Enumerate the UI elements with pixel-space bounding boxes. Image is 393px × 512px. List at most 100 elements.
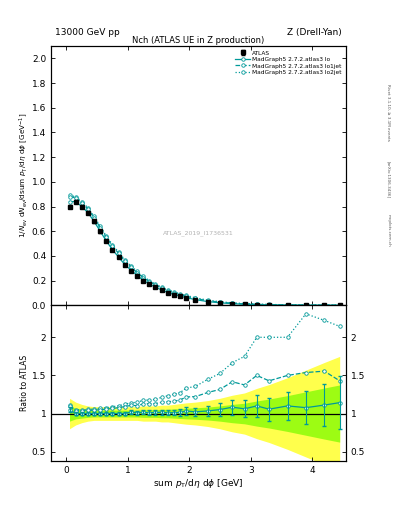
MadGraph5 2.7.2.atlas3 lo: [73, 199, 78, 205]
MadGraph5 2.7.2.atlas3 lo1jet: [116, 250, 121, 257]
MadGraph5 2.7.2.atlas3 lo1jet: [165, 288, 170, 294]
MadGraph5 2.7.2.atlas3 lo: [230, 301, 235, 307]
MadGraph5 2.7.2.atlas3 lo1jet: [337, 302, 342, 308]
MadGraph5 2.7.2.atlas3 lo2jet: [193, 295, 198, 301]
MadGraph5 2.7.2.atlas3 lo1jet: [303, 302, 308, 308]
MadGraph5 2.7.2.atlas3 lo2jet: [104, 233, 109, 239]
MadGraph5 2.7.2.atlas3 lo2jet: [337, 302, 342, 308]
MadGraph5 2.7.2.atlas3 lo2jet: [86, 205, 90, 211]
MadGraph5 2.7.2.atlas3 lo2jet: [141, 273, 145, 280]
MadGraph5 2.7.2.atlas3 lo: [205, 298, 210, 305]
MadGraph5 2.7.2.atlas3 lo1jet: [159, 285, 164, 291]
MadGraph5 2.7.2.atlas3 lo2jet: [254, 301, 259, 307]
MadGraph5 2.7.2.atlas3 lo1jet: [110, 243, 115, 249]
MadGraph5 2.7.2.atlas3 lo1jet: [218, 299, 222, 305]
MadGraph5 2.7.2.atlas3 lo2jet: [92, 214, 96, 220]
MadGraph5 2.7.2.atlas3 lo: [79, 203, 84, 209]
MadGraph5 2.7.2.atlas3 lo: [147, 281, 152, 287]
MadGraph5 2.7.2.atlas3 lo1jet: [172, 290, 176, 296]
MadGraph5 2.7.2.atlas3 lo2jet: [67, 193, 72, 199]
MadGraph5 2.7.2.atlas3 lo: [178, 293, 182, 299]
MadGraph5 2.7.2.atlas3 lo2jet: [129, 263, 133, 269]
MadGraph5 2.7.2.atlas3 lo2jet: [123, 257, 127, 263]
MadGraph5 2.7.2.atlas3 lo: [242, 301, 247, 307]
Text: 13000 GeV pp: 13000 GeV pp: [55, 28, 120, 37]
MadGraph5 2.7.2.atlas3 lo: [254, 302, 259, 308]
MadGraph5 2.7.2.atlas3 lo1jet: [285, 302, 290, 308]
MadGraph5 2.7.2.atlas3 lo: [303, 302, 308, 308]
MadGraph5 2.7.2.atlas3 lo2jet: [230, 300, 235, 306]
MadGraph5 2.7.2.atlas3 lo: [218, 300, 222, 306]
MadGraph5 2.7.2.atlas3 lo1jet: [205, 297, 210, 304]
MadGraph5 2.7.2.atlas3 lo1jet: [79, 200, 84, 206]
MadGraph5 2.7.2.atlas3 lo: [322, 302, 327, 308]
MadGraph5 2.7.2.atlas3 lo1jet: [147, 279, 152, 285]
MadGraph5 2.7.2.atlas3 lo2jet: [303, 302, 308, 308]
MadGraph5 2.7.2.atlas3 lo2jet: [73, 194, 78, 200]
MadGraph5 2.7.2.atlas3 lo: [267, 302, 272, 308]
MadGraph5 2.7.2.atlas3 lo: [159, 287, 164, 293]
MadGraph5 2.7.2.atlas3 lo2jet: [147, 278, 152, 284]
MadGraph5 2.7.2.atlas3 lo1jet: [230, 300, 235, 306]
MadGraph5 2.7.2.atlas3 lo1jet: [141, 274, 145, 281]
MadGraph5 2.7.2.atlas3 lo1jet: [104, 234, 109, 241]
MadGraph5 2.7.2.atlas3 lo2jet: [135, 268, 140, 274]
MadGraph5 2.7.2.atlas3 lo2jet: [159, 284, 164, 290]
MadGraph5 2.7.2.atlas3 lo2jet: [165, 287, 170, 293]
MadGraph5 2.7.2.atlas3 lo1jet: [184, 293, 189, 300]
MadGraph5 2.7.2.atlas3 lo2jet: [153, 281, 158, 287]
MadGraph5 2.7.2.atlas3 lo1jet: [67, 194, 72, 200]
Y-axis label: $1/N_\mathrm{ev}$ d$N_\mathrm{ev}$/dsum $p_\mathrm{T}$/d$\eta$ d$\phi$ [GeV$^{-1: $1/N_\mathrm{ev}$ d$N_\mathrm{ev}$/dsum …: [18, 113, 31, 239]
MadGraph5 2.7.2.atlas3 lo2jet: [172, 289, 176, 295]
MadGraph5 2.7.2.atlas3 lo2jet: [322, 302, 327, 308]
MadGraph5 2.7.2.atlas3 lo: [153, 284, 158, 290]
MadGraph5 2.7.2.atlas3 lo1jet: [73, 195, 78, 201]
Line: MadGraph5 2.7.2.atlas3 lo2jet: MadGraph5 2.7.2.atlas3 lo2jet: [68, 194, 342, 307]
Line: MadGraph5 2.7.2.atlas3 lo1jet: MadGraph5 2.7.2.atlas3 lo1jet: [68, 195, 342, 307]
MadGraph5 2.7.2.atlas3 lo1jet: [153, 282, 158, 288]
MadGraph5 2.7.2.atlas3 lo: [165, 289, 170, 295]
MadGraph5 2.7.2.atlas3 lo: [135, 272, 140, 279]
MadGraph5 2.7.2.atlas3 lo1jet: [86, 206, 90, 212]
MadGraph5 2.7.2.atlas3 lo: [141, 277, 145, 283]
MadGraph5 2.7.2.atlas3 lo: [123, 262, 127, 268]
MadGraph5 2.7.2.atlas3 lo: [98, 228, 103, 234]
Y-axis label: Ratio to ATLAS: Ratio to ATLAS: [20, 355, 29, 411]
MadGraph5 2.7.2.atlas3 lo: [193, 296, 198, 303]
MadGraph5 2.7.2.atlas3 lo2jet: [285, 302, 290, 308]
MadGraph5 2.7.2.atlas3 lo: [172, 291, 176, 297]
MadGraph5 2.7.2.atlas3 lo1jet: [254, 301, 259, 307]
Text: Rivet 3.1.10, ≥ 3.1M events: Rivet 3.1.10, ≥ 3.1M events: [386, 84, 390, 141]
Text: mcplots.cern.ch: mcplots.cern.ch: [386, 214, 390, 247]
MadGraph5 2.7.2.atlas3 lo1jet: [98, 224, 103, 230]
MadGraph5 2.7.2.atlas3 lo: [67, 199, 72, 205]
MadGraph5 2.7.2.atlas3 lo2jet: [178, 291, 182, 297]
MadGraph5 2.7.2.atlas3 lo: [104, 238, 109, 244]
MadGraph5 2.7.2.atlas3 lo: [110, 247, 115, 253]
Text: ATLAS_2019_I1736531: ATLAS_2019_I1736531: [163, 230, 234, 236]
Text: Z (Drell-Yan): Z (Drell-Yan): [287, 28, 342, 37]
MadGraph5 2.7.2.atlas3 lo2jet: [79, 199, 84, 205]
MadGraph5 2.7.2.atlas3 lo2jet: [267, 302, 272, 308]
MadGraph5 2.7.2.atlas3 lo1jet: [322, 302, 327, 308]
MadGraph5 2.7.2.atlas3 lo1jet: [193, 295, 198, 302]
MadGraph5 2.7.2.atlas3 lo: [184, 294, 189, 301]
MadGraph5 2.7.2.atlas3 lo1jet: [178, 292, 182, 298]
MadGraph5 2.7.2.atlas3 lo2jet: [184, 292, 189, 298]
Text: [arXiv:1306.3436]: [arXiv:1306.3436]: [386, 161, 390, 198]
MadGraph5 2.7.2.atlas3 lo1jet: [135, 269, 140, 275]
Legend: ATLAS, MadGraph5 2.7.2.atlas3 lo, MadGraph5 2.7.2.atlas3 lo1jet, MadGraph5 2.7.2: ATLAS, MadGraph5 2.7.2.atlas3 lo, MadGra…: [234, 49, 343, 76]
MadGraph5 2.7.2.atlas3 lo2jet: [116, 249, 121, 255]
MadGraph5 2.7.2.atlas3 lo: [92, 218, 96, 224]
Line: MadGraph5 2.7.2.atlas3 lo: MadGraph5 2.7.2.atlas3 lo: [68, 200, 342, 307]
MadGraph5 2.7.2.atlas3 lo: [285, 302, 290, 308]
MadGraph5 2.7.2.atlas3 lo: [337, 302, 342, 308]
MadGraph5 2.7.2.atlas3 lo2jet: [218, 298, 222, 305]
MadGraph5 2.7.2.atlas3 lo1jet: [92, 215, 96, 221]
MadGraph5 2.7.2.atlas3 lo2jet: [205, 297, 210, 303]
X-axis label: sum $p_\mathrm{T}$/d$\eta$ d$\phi$ [GeV]: sum $p_\mathrm{T}$/d$\eta$ d$\phi$ [GeV]: [153, 477, 244, 490]
MadGraph5 2.7.2.atlas3 lo2jet: [242, 301, 247, 307]
MadGraph5 2.7.2.atlas3 lo2jet: [110, 242, 115, 248]
MadGraph5 2.7.2.atlas3 lo: [116, 254, 121, 260]
Title: Nch (ATLAS UE in Z production): Nch (ATLAS UE in Z production): [132, 36, 264, 45]
